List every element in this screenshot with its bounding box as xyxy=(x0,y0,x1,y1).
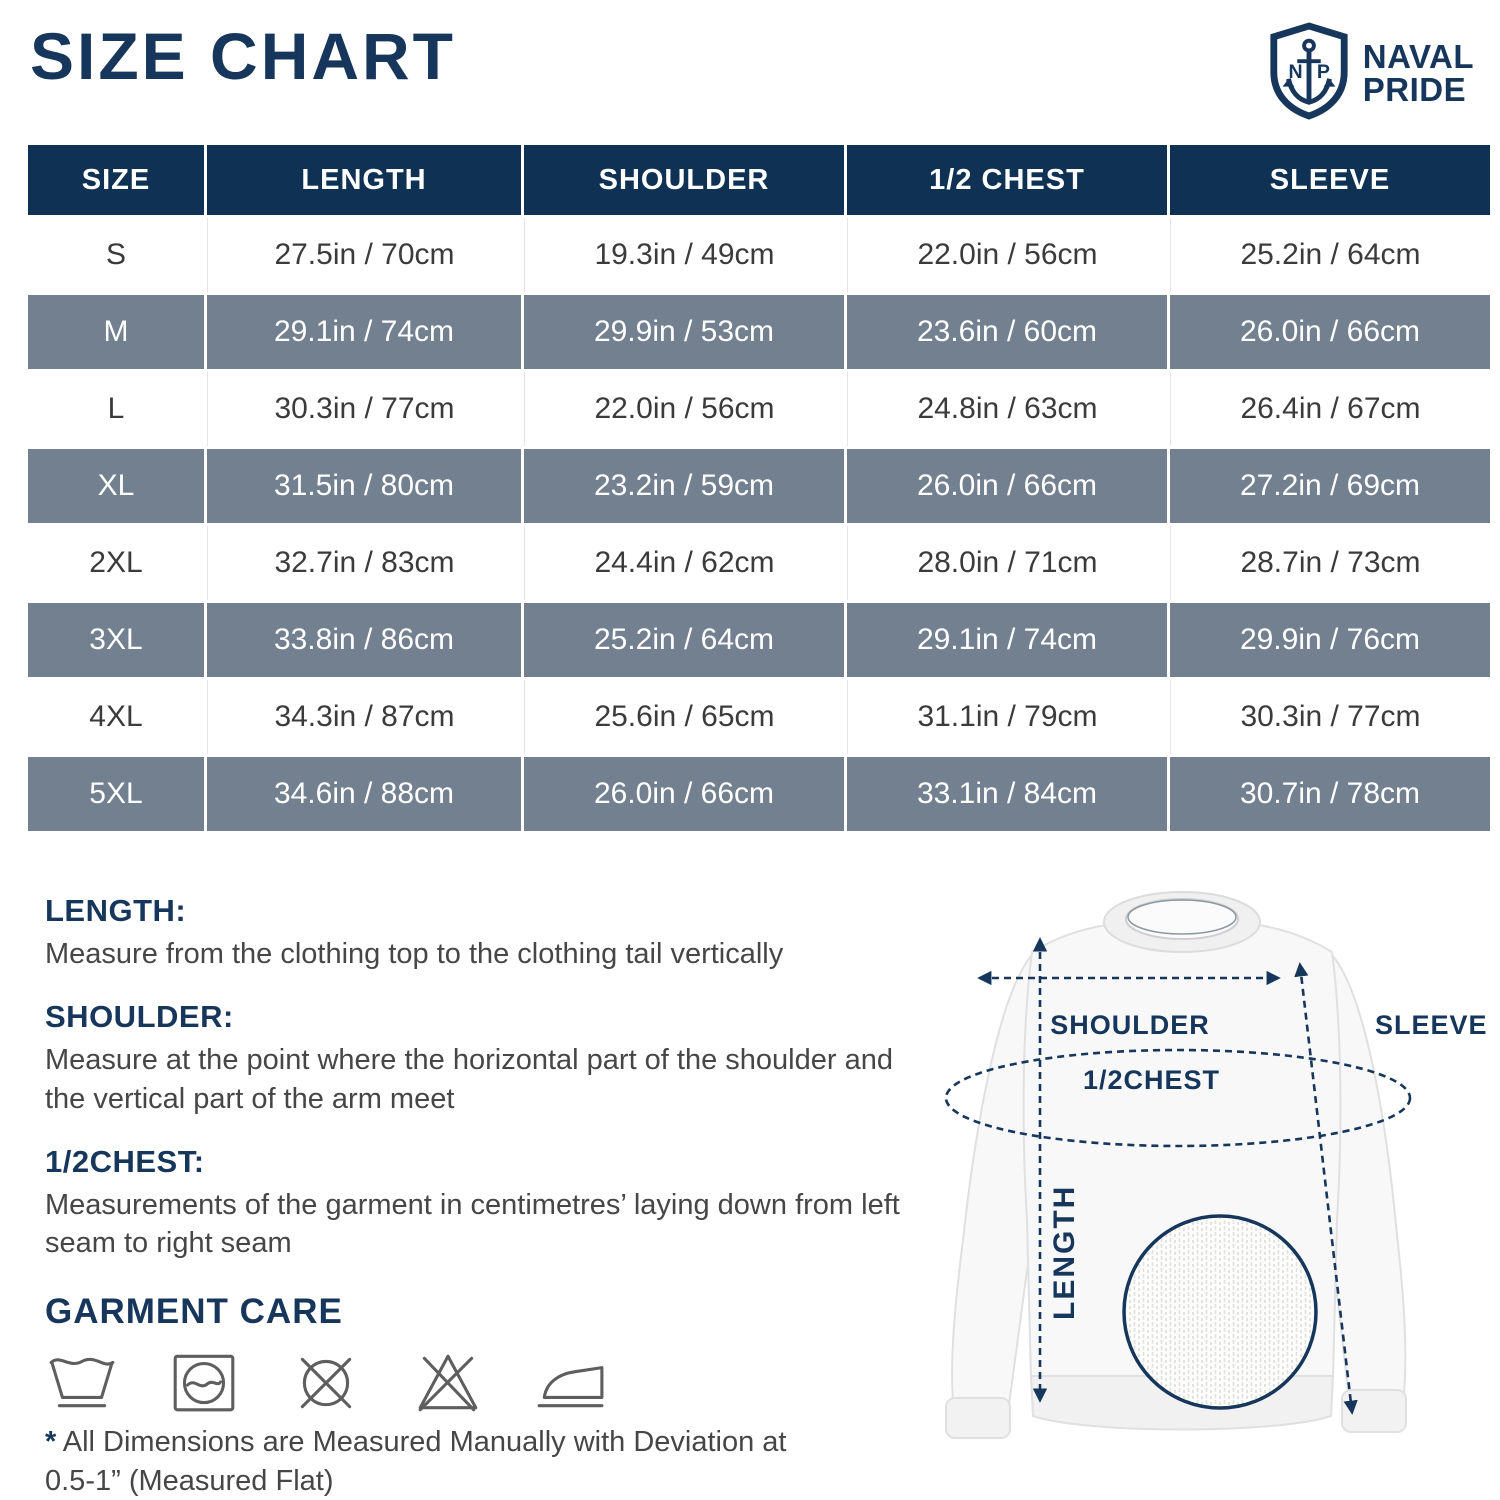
size-cell: 3XL xyxy=(28,603,204,677)
svg-text:P: P xyxy=(1317,61,1330,83)
iron-icon xyxy=(533,1346,607,1423)
table-row: XL 31.5in / 80cm 23.2in / 59cm 26.0in / … xyxy=(28,449,1490,523)
length-cell: 27.5in / 70cm xyxy=(207,218,521,292)
sleeve-cell: 26.4in / 67cm xyxy=(1170,372,1490,446)
asterisk: * xyxy=(45,1426,57,1459)
size-cell: M xyxy=(28,295,204,369)
chest-cell: 28.0in / 71cm xyxy=(847,526,1167,600)
page-title: SIZE CHART xyxy=(30,19,456,93)
shoulder-cell: 26.0in / 66cm xyxy=(524,757,844,831)
tumble-dry-icon xyxy=(167,1346,241,1423)
sleeve-cell: 28.7in / 73cm xyxy=(1170,526,1490,600)
fabric-zoom-circle xyxy=(1122,1214,1318,1410)
sleeve-cell: 29.9in / 76cm xyxy=(1170,603,1490,677)
shoulder-measure-label: SHOULDER xyxy=(1050,1010,1210,1040)
care-icons-row xyxy=(45,1346,925,1423)
chest-measure-label: 1/2CHEST xyxy=(1075,1065,1229,1096)
table-row: 2XL 32.7in / 83cm 24.4in / 62cm 28.0in /… xyxy=(28,526,1490,600)
length-cell: 34.6in / 88cm xyxy=(207,757,521,831)
svg-text:N: N xyxy=(1288,61,1302,83)
size-cell: 2XL xyxy=(28,526,204,600)
chest-cell: 24.8in / 63cm xyxy=(847,372,1167,446)
chest-heading: 1/2CHEST: xyxy=(45,1143,205,1179)
column-header-size: SIZE xyxy=(28,145,204,215)
shoulder-cell: 25.2in / 64cm xyxy=(524,603,844,677)
garment-care-heading: GARMENT CARE xyxy=(45,1292,343,1332)
chest-cell: 22.0in / 56cm xyxy=(847,218,1167,292)
size-cell: 4XL xyxy=(28,680,204,754)
table-row: L 30.3in / 77cm 22.0in / 56cm 24.8in / 6… xyxy=(28,372,1490,446)
shoulder-cell: 19.3in / 49cm xyxy=(524,218,844,292)
do-not-dry-clean-icon xyxy=(289,1346,363,1423)
column-header-length: LENGTH xyxy=(207,145,521,215)
sweatshirt-measure-diagram: SHOULDER 1/2CHEST LENGTH SLEEVE xyxy=(880,860,1500,1500)
brand-name: NAVAL PRIDE xyxy=(1362,38,1474,108)
size-cell: XL xyxy=(28,449,204,523)
table-row: 4XL 34.3in / 87cm 25.6in / 65cm 31.1in /… xyxy=(28,680,1490,754)
length-cell: 33.8in / 86cm xyxy=(207,603,521,677)
brand-name-line2: PRIDE xyxy=(1362,70,1467,108)
sleeve-measure-label: SLEEVE xyxy=(1375,1010,1488,1040)
hand-wash-icon xyxy=(45,1346,119,1423)
length-cell: 32.7in / 83cm xyxy=(207,526,521,600)
table-row: M 29.1in / 74cm 29.9in / 53cm 23.6in / 6… xyxy=(28,295,1490,369)
chest-cell: 26.0in / 66cm xyxy=(847,449,1167,523)
column-header-chest: 1/2 CHEST xyxy=(847,145,1167,215)
table-header-row: SIZE LENGTH SHOULDER 1/2 CHEST SLEEVE xyxy=(28,145,1490,215)
length-measure-label: LENGTH xyxy=(1048,1184,1081,1320)
length-cell: 31.5in / 80cm xyxy=(207,449,521,523)
shoulder-cell: 22.0in / 56cm xyxy=(524,372,844,446)
length-description: Measure from the clothing top to the clo… xyxy=(45,938,784,970)
sleeve-cell: 26.0in / 66cm xyxy=(1170,295,1490,369)
sweatshirt-illustration xyxy=(944,891,1412,1439)
size-cell: L xyxy=(28,372,204,446)
chest-cell: 33.1in / 84cm xyxy=(847,757,1167,831)
table-row: S 27.5in / 70cm 19.3in / 49cm 22.0in / 5… xyxy=(28,218,1490,292)
sleeve-cell: 30.3in / 77cm xyxy=(1170,680,1490,754)
do-not-bleach-icon xyxy=(411,1346,485,1423)
size-cell: 5XL xyxy=(28,757,204,831)
chest-description: Measurements of the garment in centimetr… xyxy=(45,1188,900,1260)
length-cell: 29.1in / 74cm xyxy=(207,295,521,369)
table-row: 3XL 33.8in / 86cm 25.2in / 64cm 29.1in /… xyxy=(28,603,1490,677)
chest-cell: 31.1in / 79cm xyxy=(847,680,1167,754)
anchor-shield-icon: N P xyxy=(1265,22,1353,125)
note-text: All Dimensions are Measured Manually wit… xyxy=(45,1426,787,1497)
shoulder-cell: 24.4in / 62cm xyxy=(524,526,844,600)
length-cell: 34.3in / 87cm xyxy=(207,680,521,754)
shoulder-heading: SHOULDER: xyxy=(45,999,234,1035)
sleeve-cell: 25.2in / 64cm xyxy=(1170,218,1490,292)
measurement-note: * All Dimensions are Measured Manually w… xyxy=(45,1423,825,1500)
shoulder-cell: 25.6in / 65cm xyxy=(524,680,844,754)
chest-cell: 23.6in / 60cm xyxy=(847,295,1167,369)
table-row: 5XL 34.6in / 88cm 26.0in / 66cm 33.1in /… xyxy=(28,757,1490,831)
size-cell: S xyxy=(28,218,204,292)
size-table: SIZE LENGTH SHOULDER 1/2 CHEST SLEEVE S … xyxy=(25,142,1493,834)
chest-cell: 29.1in / 74cm xyxy=(847,603,1167,677)
length-heading: LENGTH: xyxy=(45,893,187,928)
length-cell: 30.3in / 77cm xyxy=(207,372,521,446)
shoulder-cell: 23.2in / 59cm xyxy=(524,449,844,523)
column-header-shoulder: SHOULDER xyxy=(524,145,844,215)
measure-instructions: LENGTH: Measure from the clothing top to… xyxy=(45,893,925,1500)
shoulder-cell: 29.9in / 53cm xyxy=(524,295,844,369)
sleeve-cell: 30.7in / 78cm xyxy=(1170,757,1490,831)
brand-name-line1: NAVAL xyxy=(1362,38,1474,76)
sleeve-cell: 27.2in / 69cm xyxy=(1170,449,1490,523)
shoulder-description: Measure at the point where the horizonta… xyxy=(45,1044,893,1115)
brand-logo: N P NAVAL PRIDE xyxy=(1265,22,1474,125)
column-header-sleeve: SLEEVE xyxy=(1170,145,1490,215)
